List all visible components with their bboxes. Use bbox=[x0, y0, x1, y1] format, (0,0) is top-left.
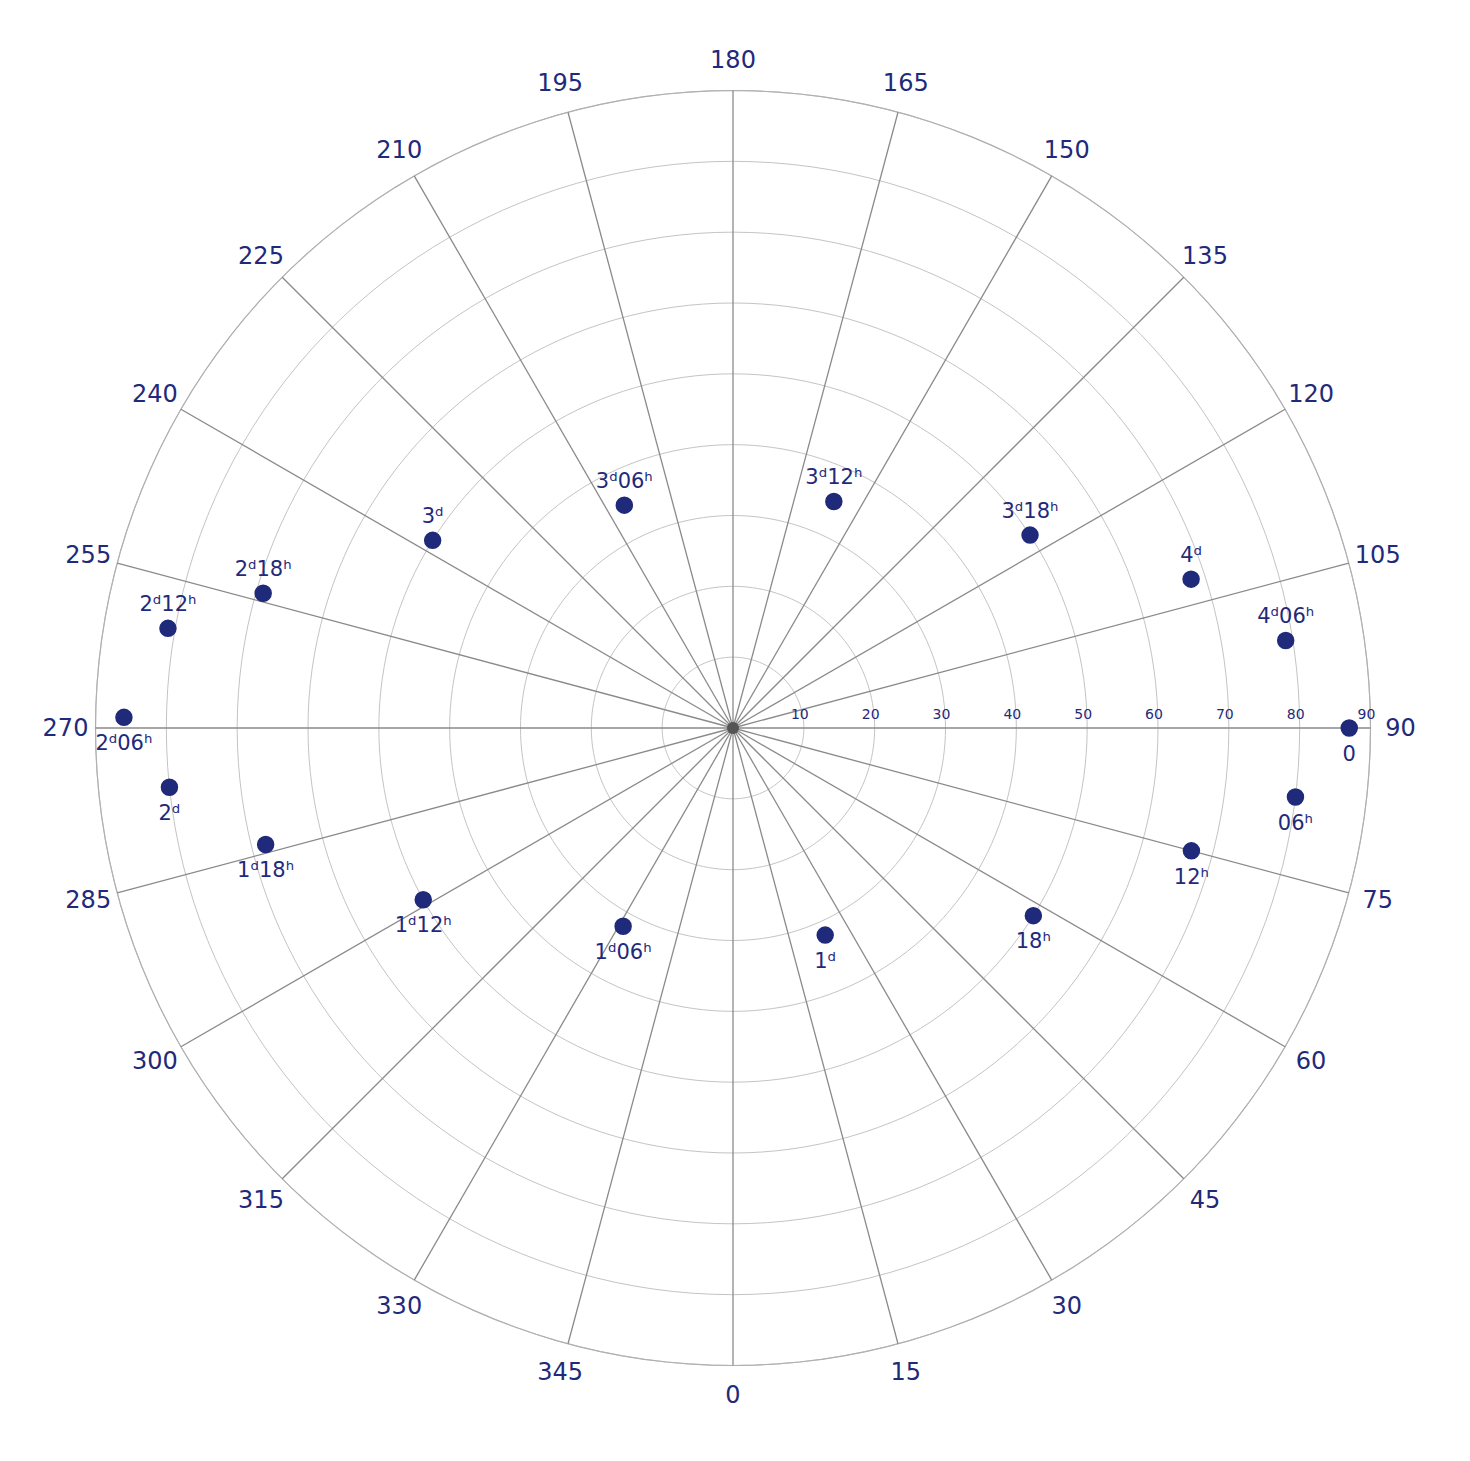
svg-text:165: 165 bbox=[883, 69, 929, 97]
svg-text:330: 330 bbox=[376, 1292, 422, 1320]
svg-text:105: 105 bbox=[1355, 541, 1401, 569]
svg-text:60: 60 bbox=[1296, 1047, 1327, 1075]
svg-text:195: 195 bbox=[537, 69, 583, 97]
svg-text:2ᵈ: 2ᵈ bbox=[159, 801, 181, 825]
svg-text:18ʰ: 18ʰ bbox=[1016, 929, 1051, 953]
svg-text:180: 180 bbox=[710, 46, 756, 74]
svg-text:2ᵈ12ʰ: 2ᵈ12ʰ bbox=[139, 592, 196, 616]
svg-text:10: 10 bbox=[791, 706, 809, 722]
svg-text:2ᵈ18ʰ: 2ᵈ18ʰ bbox=[235, 557, 292, 581]
svg-text:120: 120 bbox=[1288, 380, 1334, 408]
svg-text:3ᵈ: 3ᵈ bbox=[422, 504, 444, 528]
svg-text:285: 285 bbox=[65, 886, 111, 914]
svg-text:45: 45 bbox=[1190, 1186, 1221, 1214]
svg-text:60: 60 bbox=[1145, 706, 1163, 722]
svg-text:3ᵈ18ʰ: 3ᵈ18ʰ bbox=[1001, 499, 1058, 523]
svg-text:255: 255 bbox=[65, 541, 111, 569]
svg-text:345: 345 bbox=[537, 1358, 583, 1386]
svg-text:30: 30 bbox=[1051, 1292, 1082, 1320]
svg-text:225: 225 bbox=[238, 242, 284, 270]
svg-text:4ᵈ06ʰ: 4ᵈ06ʰ bbox=[1257, 604, 1314, 628]
svg-text:4ᵈ: 4ᵈ bbox=[1180, 543, 1202, 567]
svg-text:90: 90 bbox=[1385, 714, 1416, 742]
svg-text:1ᵈ12ʰ: 1ᵈ12ʰ bbox=[395, 913, 452, 937]
svg-text:135: 135 bbox=[1182, 242, 1228, 270]
svg-text:240: 240 bbox=[132, 380, 178, 408]
svg-text:40: 40 bbox=[1003, 706, 1021, 722]
svg-text:1ᵈ06ʰ: 1ᵈ06ʰ bbox=[595, 940, 652, 964]
svg-text:06ʰ: 06ʰ bbox=[1278, 811, 1313, 835]
svg-text:50: 50 bbox=[1074, 706, 1092, 722]
svg-text:3ᵈ12ʰ: 3ᵈ12ʰ bbox=[805, 465, 862, 489]
svg-text:150: 150 bbox=[1044, 136, 1090, 164]
svg-text:75: 75 bbox=[1362, 886, 1393, 914]
svg-text:2ᵈ06ʰ: 2ᵈ06ʰ bbox=[95, 731, 152, 755]
svg-text:0: 0 bbox=[725, 1381, 740, 1409]
svg-text:30: 30 bbox=[933, 706, 951, 722]
svg-text:300: 300 bbox=[132, 1047, 178, 1075]
svg-text:3ᵈ06ʰ: 3ᵈ06ʰ bbox=[596, 469, 653, 493]
svg-text:1ᵈ18ʰ: 1ᵈ18ʰ bbox=[237, 858, 294, 882]
svg-text:210: 210 bbox=[376, 136, 422, 164]
svg-text:90: 90 bbox=[1358, 706, 1376, 722]
svg-text:12ʰ: 12ʰ bbox=[1174, 865, 1209, 889]
svg-text:270: 270 bbox=[43, 714, 89, 742]
svg-text:20: 20 bbox=[862, 706, 880, 722]
svg-text:80: 80 bbox=[1287, 706, 1305, 722]
svg-text:70: 70 bbox=[1216, 706, 1234, 722]
svg-text:315: 315 bbox=[238, 1186, 284, 1214]
svg-text:1ᵈ: 1ᵈ bbox=[814, 949, 836, 973]
svg-text:15: 15 bbox=[890, 1358, 921, 1386]
svg-text:0: 0 bbox=[1343, 742, 1356, 766]
